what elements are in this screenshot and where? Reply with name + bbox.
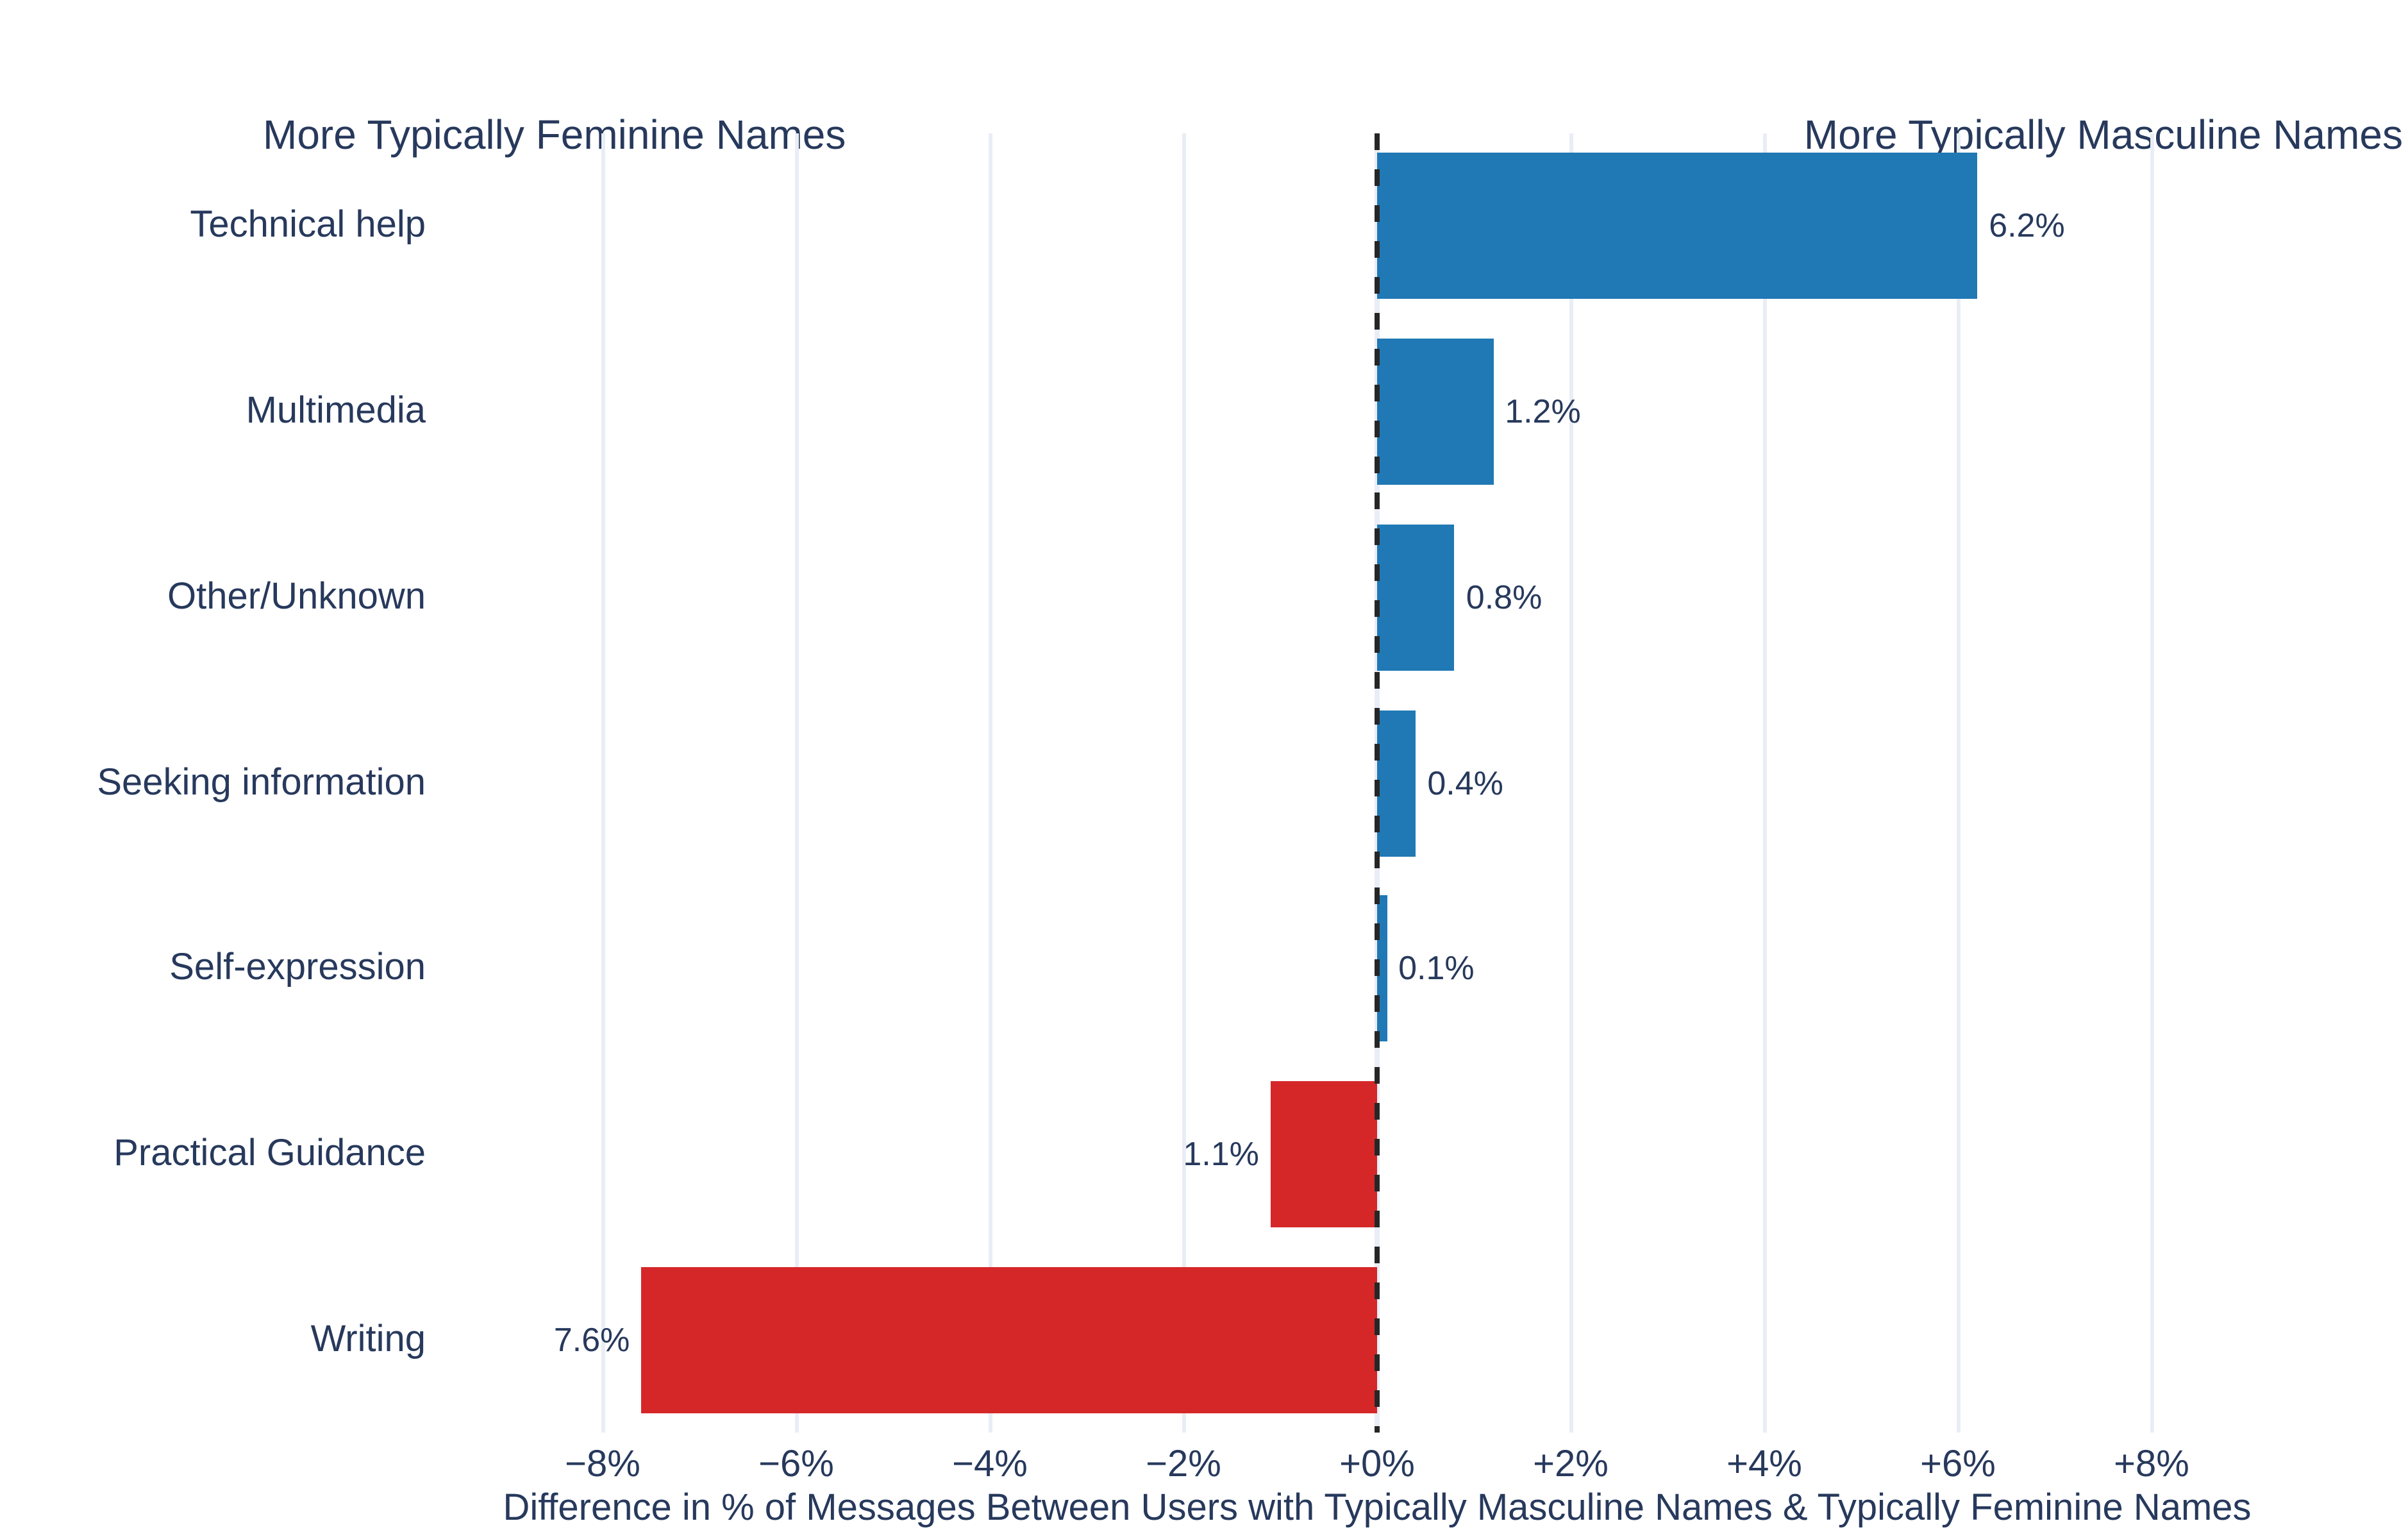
x-tick-label: +8% bbox=[2114, 1444, 2189, 1485]
category-label: Multimedia bbox=[246, 391, 426, 432]
bar-negative bbox=[641, 1266, 1377, 1413]
category-label: Other/Unknown bbox=[167, 576, 426, 618]
x-tick-label: +6% bbox=[1920, 1444, 1996, 1485]
gridline bbox=[794, 133, 798, 1433]
gridline bbox=[988, 133, 992, 1433]
category-label: Technical help bbox=[190, 205, 426, 246]
value-label: 1.1% bbox=[1183, 1134, 1259, 1173]
value-label: 1.2% bbox=[1505, 392, 1581, 431]
gridline bbox=[2150, 133, 2153, 1433]
x-tick-label: −6% bbox=[758, 1444, 834, 1485]
x-tick-label: +4% bbox=[1727, 1444, 1802, 1485]
gridline bbox=[1956, 133, 1960, 1433]
gridline bbox=[1182, 133, 1185, 1433]
value-label: 6.2% bbox=[1989, 206, 2065, 245]
value-label: 0.8% bbox=[1466, 577, 1543, 616]
category-label: Practical Guidance bbox=[113, 1132, 426, 1174]
annotation-more-feminine: More Typically Feminine Names bbox=[263, 112, 846, 158]
annotation-more-masculine: More Typically Masculine Names bbox=[1803, 112, 2403, 158]
gridline bbox=[1762, 133, 1766, 1433]
bar-positive bbox=[1377, 153, 1978, 299]
gridline bbox=[601, 133, 605, 1433]
bar-positive bbox=[1377, 710, 1416, 856]
value-label: 0.4% bbox=[1427, 763, 1503, 802]
x-tick-label: +2% bbox=[1533, 1444, 1609, 1485]
zero-dashed-line bbox=[1375, 133, 1380, 1433]
gridline bbox=[1569, 133, 1573, 1433]
x-tick-label: −2% bbox=[1146, 1444, 1221, 1485]
category-label: Self-expression bbox=[169, 947, 426, 989]
x-tick-label: +0% bbox=[1339, 1444, 1415, 1485]
x-axis-title: Difference in % of Messages Between User… bbox=[503, 1488, 2252, 1529]
value-label: 0.1% bbox=[1398, 948, 1475, 988]
category-label: Seeking information bbox=[97, 762, 426, 803]
bar-positive bbox=[1377, 339, 1494, 485]
bar-positive bbox=[1377, 524, 1455, 671]
category-label: Writing bbox=[310, 1318, 426, 1360]
x-tick-label: −8% bbox=[565, 1444, 640, 1485]
value-label: 7.6% bbox=[553, 1320, 630, 1359]
x-tick-label: −4% bbox=[952, 1444, 1028, 1485]
bar-negative bbox=[1270, 1081, 1377, 1227]
